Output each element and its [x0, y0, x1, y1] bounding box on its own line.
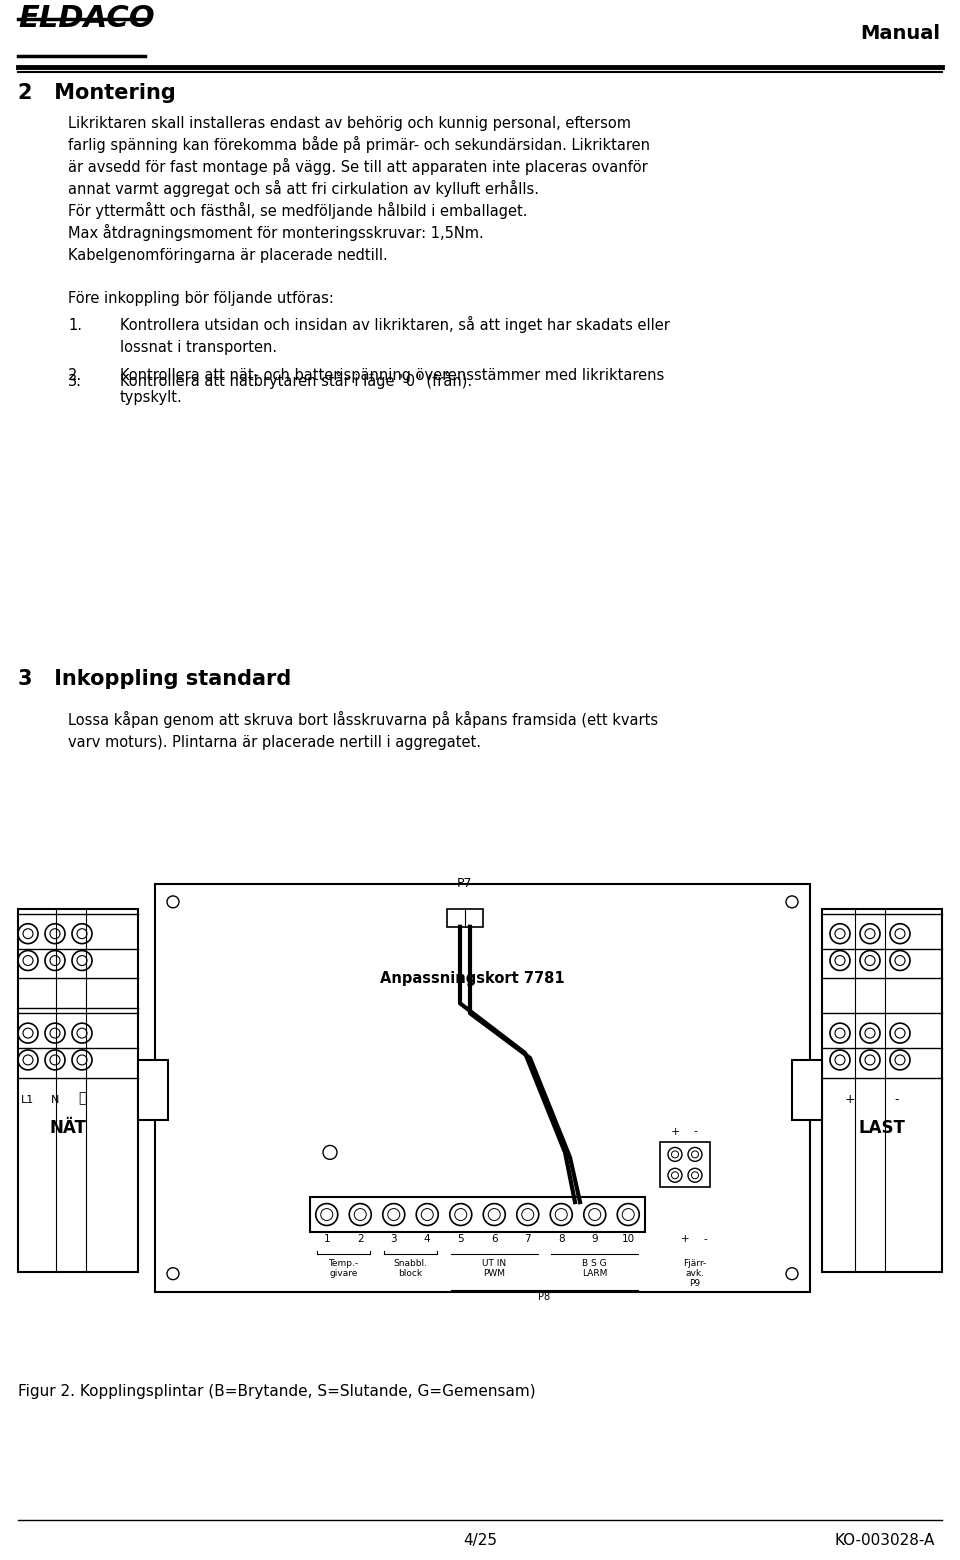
Text: lossnat i transporten.: lossnat i transporten. — [120, 340, 277, 356]
Text: För yttermått och fästhål, se medföljande hålbild i emballaget.: För yttermått och fästhål, se medföljand… — [68, 201, 527, 218]
Text: 4: 4 — [424, 1234, 431, 1243]
Text: annat varmt aggregat och så att fri cirkulation av kylluft erhålls.: annat varmt aggregat och så att fri cirk… — [68, 179, 539, 197]
Text: P8: P8 — [539, 1292, 551, 1301]
Text: +: + — [845, 1092, 855, 1106]
Bar — [138, 1061, 168, 1120]
Text: ⏚: ⏚ — [78, 1092, 86, 1106]
Text: 9: 9 — [591, 1234, 598, 1243]
Text: Max åtdragningsmoment för monteringsskruvar: 1,5Nm.: Max åtdragningsmoment för monteringsskru… — [68, 223, 484, 240]
Text: 2.: 2. — [68, 368, 83, 382]
Text: Snabbl.: Snabbl. — [394, 1259, 427, 1268]
Text: B S G: B S G — [583, 1259, 607, 1268]
Text: block: block — [398, 1268, 422, 1278]
Text: Likriktaren skall installeras endast av behörig och kunnig personal, eftersom: Likriktaren skall installeras endast av … — [68, 117, 631, 131]
Text: -: - — [703, 1234, 707, 1243]
Text: Kabelgenomföringarna är placerade nedtill.: Kabelgenomföringarna är placerade nedtil… — [68, 248, 388, 262]
Bar — [792, 1061, 822, 1120]
Text: LAST: LAST — [858, 1119, 905, 1137]
Text: 2: 2 — [357, 1234, 364, 1243]
Text: Lossa kåpan genom att skruva bort låsskruvarna på kåpans framsida (ett kvarts: Lossa kåpan genom att skruva bort låsskr… — [68, 711, 659, 729]
Bar — [447, 909, 483, 927]
Text: +: + — [670, 1126, 680, 1137]
Text: typskylt.: typskylt. — [120, 390, 182, 406]
Text: 3: 3 — [391, 1234, 397, 1243]
Bar — [310, 1197, 645, 1232]
Text: -: - — [895, 1092, 900, 1106]
Text: Temp.-: Temp.- — [328, 1259, 359, 1268]
Text: L1: L1 — [21, 1095, 35, 1104]
Bar — [18, 909, 138, 1271]
Text: Kontrollera att nätbrytaren står i läge "0" (från).: Kontrollera att nätbrytaren står i läge … — [120, 371, 472, 388]
Text: 1: 1 — [324, 1234, 330, 1243]
Text: Fjärr-: Fjärr- — [684, 1259, 707, 1268]
Text: 8: 8 — [558, 1234, 564, 1243]
Text: är avsedd för fast montage på vägg. Se till att apparaten inte placeras ovanför: är avsedd för fast montage på vägg. Se t… — [68, 158, 648, 175]
Text: P7: P7 — [457, 877, 472, 889]
Text: 7: 7 — [524, 1234, 531, 1243]
Bar — [660, 1142, 710, 1187]
Bar — [155, 885, 810, 1292]
Text: 1.: 1. — [68, 318, 82, 334]
Text: Manual: Manual — [860, 23, 940, 44]
Text: givare: givare — [329, 1268, 358, 1278]
Text: PWM: PWM — [483, 1268, 505, 1278]
Text: 3.: 3. — [68, 374, 82, 388]
Text: -: - — [693, 1126, 697, 1137]
Text: Anpassningskort 7781: Anpassningskort 7781 — [380, 972, 564, 986]
Text: Före inkoppling bör följande utföras:: Före inkoppling bör följande utföras: — [68, 292, 334, 306]
Text: KO-003028-A: KO-003028-A — [834, 1533, 935, 1548]
Text: LARM: LARM — [582, 1268, 608, 1278]
Text: avk.: avk. — [685, 1268, 705, 1278]
Bar — [822, 909, 942, 1271]
Text: 10: 10 — [622, 1234, 635, 1243]
Text: NÄT: NÄT — [50, 1119, 86, 1137]
Text: Figur 2. Kopplingsplintar (B=Brytande, S=Slutande, G=Gemensam): Figur 2. Kopplingsplintar (B=Brytande, S… — [18, 1384, 536, 1399]
Text: +: + — [681, 1234, 689, 1243]
Text: 4/25: 4/25 — [463, 1533, 497, 1548]
Text: 6: 6 — [491, 1234, 497, 1243]
Text: 2   Montering: 2 Montering — [18, 83, 176, 103]
Text: ELDACO: ELDACO — [18, 5, 155, 33]
Text: Kontrollera att nät- och batterispänning överensstämmer med likriktarens: Kontrollera att nät- och batterispänning… — [120, 368, 664, 382]
Text: UT IN: UT IN — [482, 1259, 506, 1268]
Text: N: N — [51, 1095, 60, 1104]
Text: Kontrollera utsidan och insidan av likriktaren, så att inget har skadats eller: Kontrollera utsidan och insidan av likri… — [120, 317, 670, 334]
Text: varv moturs). Plintarna är placerade nertill i aggregatet.: varv moturs). Plintarna är placerade ner… — [68, 735, 481, 750]
Text: P9: P9 — [689, 1279, 701, 1287]
Text: 5: 5 — [457, 1234, 464, 1243]
Text: farlig spänning kan förekomma både på primär- och sekundärsidan. Likriktaren: farlig spänning kan förekomma både på pr… — [68, 136, 650, 153]
Text: 3   Inkoppling standard: 3 Inkoppling standard — [18, 669, 291, 690]
